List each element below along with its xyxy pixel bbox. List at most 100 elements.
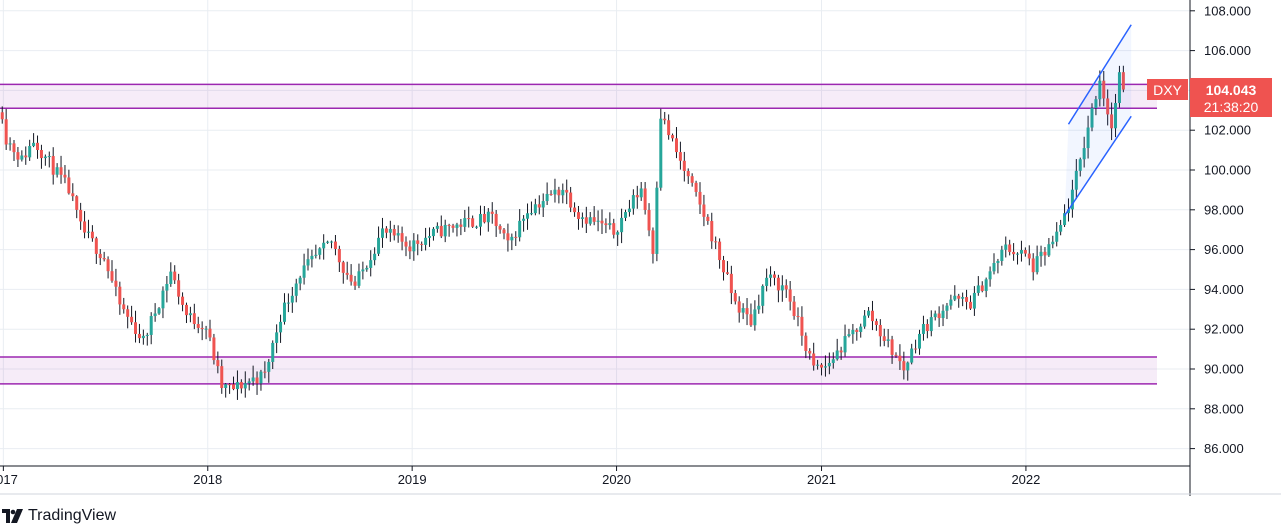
- candle-body: [490, 211, 494, 214]
- candle-body: [565, 189, 569, 193]
- candle-body: [682, 160, 686, 171]
- price-chart[interactable]: 108.000106.000104.000102.000100.00098.00…: [0, 0, 1281, 496]
- candle-body: [98, 253, 102, 259]
- tradingview-logo[interactable]: TradingView: [2, 507, 116, 525]
- chart-axes: 108.000106.000104.000102.000100.00098.00…: [0, 0, 1281, 496]
- candle-body: [690, 176, 694, 183]
- candle-body: [318, 248, 322, 255]
- candle-body: [79, 209, 83, 222]
- candle-body: [482, 213, 486, 223]
- candle-body: [945, 305, 949, 311]
- candle-body: [831, 359, 835, 363]
- candle-body: [345, 272, 349, 275]
- candle-body: [173, 271, 177, 281]
- candle-body: [588, 217, 592, 224]
- candle-body: [627, 208, 631, 213]
- x-tick-label: 2022: [1011, 472, 1040, 487]
- candle-body: [996, 260, 1000, 264]
- candle-body: [169, 271, 173, 284]
- candle-body: [400, 233, 404, 242]
- candle-body: [624, 212, 628, 218]
- candle-body: [733, 293, 737, 302]
- candle-body: [1008, 244, 1012, 252]
- candle-body: [702, 204, 706, 217]
- candle-body: [1012, 251, 1016, 255]
- candle-body: [659, 118, 663, 188]
- candle-body: [812, 353, 816, 366]
- candle-body: [153, 313, 157, 317]
- candle-body: [294, 283, 298, 296]
- trend-channel: [1063, 24, 1132, 217]
- candle-body: [592, 217, 596, 222]
- candle-body: [110, 271, 114, 281]
- candle-body: [16, 152, 20, 160]
- bar-countdown: 21:38:20: [1204, 99, 1259, 115]
- candle-body: [580, 217, 584, 219]
- candle-body: [439, 225, 443, 237]
- candle-body: [384, 228, 388, 233]
- candle-body: [710, 221, 714, 242]
- candle-body: [177, 280, 181, 297]
- candle-body: [741, 308, 745, 313]
- candle-body: [141, 335, 145, 339]
- candle-body: [149, 316, 153, 335]
- candle-body: [1059, 225, 1063, 232]
- candle-body: [494, 213, 498, 227]
- candle-body: [898, 355, 902, 362]
- candle-body: [522, 218, 526, 221]
- candle-body: [729, 273, 733, 294]
- candle-body: [941, 310, 945, 319]
- last-price-label: 104.043 21:38:20: [1190, 78, 1272, 117]
- candle-body: [443, 224, 447, 237]
- candle-body: [326, 241, 330, 243]
- candle-body: [984, 279, 988, 291]
- candle-body: [651, 230, 655, 254]
- candle-body: [1082, 148, 1086, 160]
- candle-body: [529, 213, 533, 215]
- candle-body: [1098, 80, 1102, 100]
- candle-body: [12, 143, 16, 153]
- candle-body: [106, 259, 110, 272]
- candle-body: [576, 212, 580, 219]
- candle-body: [647, 209, 651, 231]
- candle-body: [835, 350, 839, 360]
- candle-body: [823, 366, 827, 368]
- candle-body: [980, 285, 984, 291]
- y-tick-label: 100.000: [1204, 163, 1251, 178]
- candle-body: [4, 119, 8, 145]
- candle-body: [126, 309, 130, 317]
- y-tick-label: 90.000: [1204, 362, 1244, 377]
- candle-body: [333, 241, 337, 249]
- candle-body: [827, 362, 831, 367]
- candle-body: [502, 229, 506, 234]
- candle-body: [1106, 98, 1110, 115]
- candle-body: [271, 342, 275, 362]
- candle-body: [428, 236, 432, 238]
- candle-body: [216, 360, 220, 367]
- candle-body: [471, 218, 475, 227]
- candle-body: [694, 182, 698, 192]
- candle-body: [514, 236, 518, 238]
- candle-body: [208, 328, 212, 338]
- candle-body: [968, 301, 972, 309]
- candle-body: [749, 314, 753, 326]
- candle-body: [134, 322, 138, 334]
- candle-body: [298, 277, 302, 284]
- candle-body: [1023, 250, 1027, 254]
- candle-body: [420, 243, 424, 245]
- y-tick-label: 106.000: [1204, 43, 1251, 58]
- candle-body: [604, 223, 608, 226]
- candle-body: [976, 285, 980, 293]
- candle-body: [561, 189, 565, 196]
- candle-body: [330, 241, 334, 243]
- candle-body: [232, 384, 236, 390]
- candle-body: [855, 329, 859, 332]
- candle-body: [937, 313, 941, 319]
- candle-body: [600, 220, 604, 224]
- candle-body: [455, 224, 459, 228]
- candle-body: [608, 223, 612, 226]
- y-tick-label: 108.000: [1204, 3, 1251, 18]
- candle-body: [557, 189, 561, 196]
- symbol-label[interactable]: DXY: [1147, 79, 1188, 100]
- candle-body: [902, 361, 906, 371]
